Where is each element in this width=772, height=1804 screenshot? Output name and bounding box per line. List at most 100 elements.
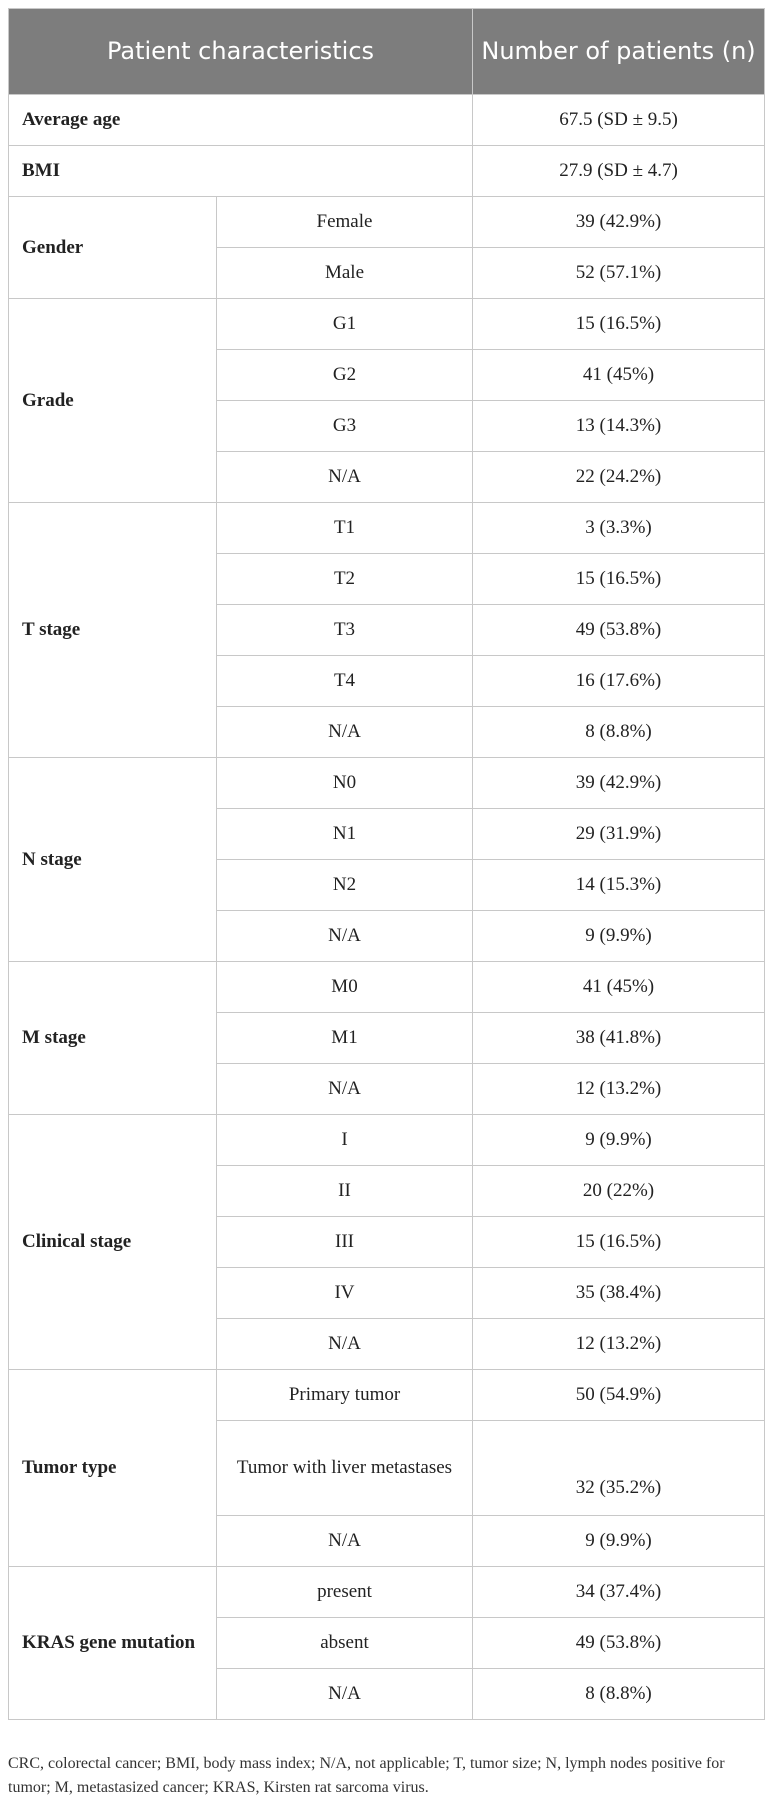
row-sub: N/A	[215, 1668, 474, 1720]
header-number-of-patients: Number of patients (n)	[472, 8, 766, 95]
row-sub: M0	[215, 961, 474, 1013]
row-sub: III	[215, 1216, 474, 1268]
row-value: 20 (22%)	[472, 1165, 766, 1217]
patient-characteristics-table: Patient characteristics Number of patien…	[7, 8, 766, 1720]
row-value: 39 (42.9%)	[472, 757, 766, 809]
table-row: G3 13 (14.3%)	[9, 400, 766, 452]
row-value: 9 (9.9%)	[472, 1515, 766, 1567]
row-value: 50 (54.9%)	[472, 1369, 766, 1421]
row-value: 27.9 (SD ± 4.7)	[472, 145, 766, 197]
table-row: Male 52 (57.1%)	[9, 247, 766, 299]
table-row: III 15 (16.5%)	[9, 1216, 766, 1268]
row-value: 8 (8.8%)	[472, 1668, 766, 1720]
row-sub: Tumor with liver metastases	[215, 1420, 474, 1516]
row-value: 34 (37.4%)	[472, 1566, 766, 1618]
row-value: 9 (9.9%)	[472, 910, 766, 962]
row-sub: N/A	[215, 910, 474, 962]
row-sub: T1	[215, 502, 474, 554]
table-row: Tumor type Primary tumor 50 (54.9%)	[8, 1369, 766, 1567]
row-value: 16 (17.6%)	[472, 655, 766, 707]
row-sub: Female	[215, 196, 474, 248]
row-value: 9 (9.9%)	[472, 1114, 766, 1166]
row-sub: T4	[215, 655, 474, 707]
table-header-row: Patient characteristics Number of patien…	[7, 8, 766, 95]
table-row: Clinical stage I 9 (9.9%)	[8, 1114, 766, 1370]
table-row: N/A 8 (8.8%)	[9, 1668, 766, 1720]
group-label-clinical-stage: Clinical stage	[8, 1114, 217, 1370]
table-row: Gender Female 39 (42.9%)	[8, 196, 766, 299]
row-value: 29 (31.9%)	[472, 808, 766, 860]
row-value: 14 (15.3%)	[472, 859, 766, 911]
row-value: 22 (24.2%)	[472, 451, 766, 503]
row-value: 41 (45%)	[472, 961, 766, 1013]
row-sub: G2	[215, 349, 474, 401]
table-row: G2 41 (45%)	[9, 349, 766, 401]
group-label-n-stage: N stage	[8, 757, 217, 962]
table-row: N2 14 (15.3%)	[9, 859, 766, 911]
row-sub: N2	[215, 859, 474, 911]
table-row: T2 15 (16.5%)	[9, 553, 766, 605]
table-row: N/A 12 (13.2%)	[9, 1318, 766, 1370]
row-sub: II	[215, 1165, 474, 1217]
row-value: 15 (16.5%)	[472, 298, 766, 350]
table-row: Average age 67.5 (SD ± 9.5)	[7, 94, 766, 146]
table-row: KRAS gene mutation present 34 (37.4%)	[8, 1566, 766, 1720]
table-row: N/A 9 (9.9%)	[9, 910, 766, 962]
row-value: 15 (16.5%)	[472, 1216, 766, 1268]
row-value: 39 (42.9%)	[472, 196, 766, 248]
row-value: 52 (57.1%)	[472, 247, 766, 299]
row-sub: N0	[215, 757, 474, 809]
row-sub: Male	[215, 247, 474, 299]
group-label-m-stage: M stage	[8, 961, 217, 1115]
row-value: 13 (14.3%)	[472, 400, 766, 452]
row-value: 38 (41.8%)	[472, 1012, 766, 1064]
table-row: Grade G1 15 (16.5%)	[8, 298, 766, 503]
table-row: M stage M0 41 (45%)	[8, 961, 766, 1115]
row-sub: M1	[215, 1012, 474, 1064]
row-label: BMI	[7, 145, 474, 197]
row-value: 67.5 (SD ± 9.5)	[472, 94, 766, 146]
row-sub: T2	[215, 553, 474, 605]
row-sub: N1	[215, 808, 474, 860]
table-container: Patient characteristics Number of patien…	[7, 8, 766, 1720]
table-row: N/A 22 (24.2%)	[9, 451, 766, 503]
row-value: 8 (8.8%)	[472, 706, 766, 758]
row-sub: absent	[215, 1617, 474, 1669]
table-row: BMI 27.9 (SD ± 4.7)	[7, 145, 766, 197]
group-label-tumor-type: Tumor type	[8, 1369, 217, 1567]
row-sub: N/A	[215, 1318, 474, 1370]
row-sub: I	[215, 1114, 474, 1166]
row-sub: G3	[215, 400, 474, 452]
table-row: T stage T1 3 (3.3%)	[8, 502, 766, 758]
table-row: N/A 8 (8.8%)	[9, 706, 766, 758]
table-row: absent 49 (53.8%)	[9, 1617, 766, 1669]
row-value: 15 (16.5%)	[472, 553, 766, 605]
table-row: M1 38 (41.8%)	[9, 1012, 766, 1064]
table-footnote: CRC, colorectal cancer; BMI, body mass i…	[8, 1755, 725, 1796]
row-sub: G1	[215, 298, 474, 350]
table-row: T4 16 (17.6%)	[9, 655, 766, 707]
row-sub: N/A	[215, 451, 474, 503]
header-patient-characteristics: Patient characteristics	[7, 8, 474, 95]
group-label-kras-gene-mutation: KRAS gene mutation	[8, 1566, 217, 1720]
row-value: 49 (53.8%)	[472, 1617, 766, 1669]
row-sub: T3	[215, 604, 474, 656]
group-label-grade: Grade	[8, 298, 217, 503]
row-sub: IV	[215, 1267, 474, 1319]
table-row: T3 49 (53.8%)	[9, 604, 766, 656]
group-label-t-stage: T stage	[8, 502, 217, 758]
row-sub: N/A	[215, 706, 474, 758]
row-value: 3 (3.3%)	[472, 502, 766, 554]
row-value: 12 (13.2%)	[472, 1063, 766, 1115]
table-row: N stage N0 39 (42.9%)	[8, 757, 766, 962]
row-value: 41 (45%)	[472, 349, 766, 401]
row-sub: Primary tumor	[215, 1369, 474, 1421]
row-sub: N/A	[215, 1515, 474, 1567]
table-row: IV 35 (38.4%)	[9, 1267, 766, 1319]
row-value: 12 (13.2%)	[472, 1318, 766, 1370]
row-sub: N/A	[215, 1063, 474, 1115]
table-row: N1 29 (31.9%)	[9, 808, 766, 860]
row-value: 49 (53.8%)	[472, 604, 766, 656]
row-value: 35 (38.4%)	[472, 1267, 766, 1319]
row-label: Average age	[7, 94, 474, 146]
